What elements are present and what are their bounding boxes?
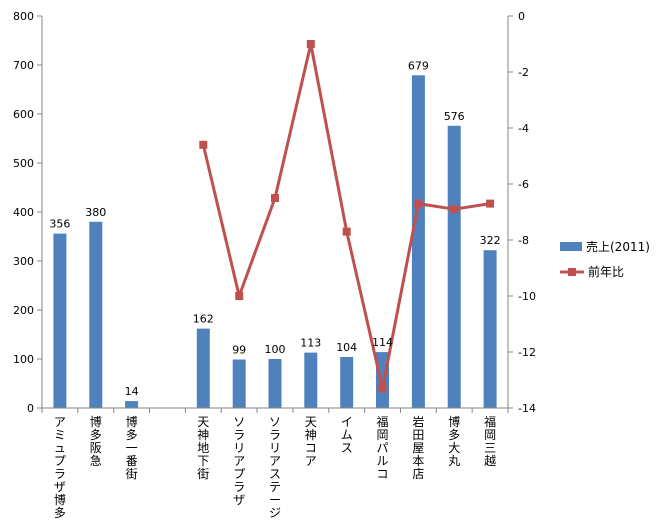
bar — [340, 357, 354, 408]
right-tick-label: -8 — [518, 234, 529, 247]
bar — [53, 233, 67, 408]
bar — [483, 250, 497, 408]
right-tick-label: -12 — [518, 346, 536, 359]
bar — [411, 75, 425, 409]
category-label: イムス — [341, 415, 353, 455]
data-label: 99 — [232, 344, 246, 357]
data-label: 114 — [372, 336, 393, 349]
line-point — [306, 40, 315, 48]
line-point — [271, 194, 279, 202]
category-label: アミュプラザ博多 — [54, 415, 66, 520]
data-label: 14 — [125, 385, 139, 398]
right-tick-label: -6 — [518, 178, 529, 191]
bar — [125, 401, 139, 408]
data-label: 322 — [480, 234, 501, 247]
right-tick-label: -14 — [518, 402, 536, 415]
line-point — [342, 227, 351, 236]
category-label: 天神地下街 — [197, 415, 209, 481]
bar — [304, 352, 318, 408]
data-label: 356 — [49, 218, 70, 231]
line-point — [414, 199, 423, 208]
axes-layer: 0 100 200 300 400 500 600 700 800 0 -2 -4 -6 -8 -10 -12… — [13, 10, 536, 520]
data-label: 100 — [265, 343, 286, 356]
bars-layer — [53, 75, 497, 409]
category-label: 福岡三越 — [484, 414, 496, 468]
category-label: ソラリアプラザ — [233, 415, 245, 507]
category-label: 博多大丸 — [448, 414, 460, 468]
left-tick-label: 100 — [13, 353, 34, 366]
category-label: 福岡パルコ — [377, 414, 389, 481]
right-tick-label: -2 — [518, 66, 529, 79]
legend-swatch-bar — [560, 242, 582, 251]
labels-layer: 356 380 14 162 99 100 113 104 114 679 576 322 — [49, 59, 500, 398]
left-tick-label: 300 — [13, 255, 34, 268]
left-tick-label: 700 — [13, 59, 34, 72]
right-tick-label: 0 — [518, 10, 525, 23]
line-point — [235, 292, 244, 300]
left-tick-label: 600 — [13, 108, 34, 121]
data-label: 104 — [336, 341, 357, 354]
category-label: ソラリアステージ — [269, 415, 281, 520]
line-point — [450, 205, 459, 214]
right-tick-label: -10 — [518, 290, 536, 303]
legend: 売上(2011) 前年比 — [560, 239, 650, 279]
bar — [196, 328, 210, 408]
bar — [232, 359, 246, 408]
category-label: 天神コア — [305, 415, 317, 468]
data-label: 113 — [300, 337, 321, 350]
data-label: 380 — [85, 206, 106, 219]
data-label: 679 — [408, 59, 429, 72]
left-tick-label: 500 — [13, 157, 34, 170]
legend-swatch-marker — [568, 268, 576, 276]
bar — [447, 125, 461, 409]
left-tick-label: 400 — [13, 206, 34, 219]
category-label: 岩田屋本店 — [412, 414, 424, 481]
right-tick-label: -4 — [518, 122, 529, 135]
left-tick-label: 800 — [13, 10, 34, 23]
bar — [268, 359, 282, 408]
bar — [89, 221, 103, 408]
category-label: 博多阪急 — [90, 414, 102, 468]
line-layer — [199, 40, 495, 393]
data-label: 162 — [193, 313, 214, 326]
legend-label-line: 前年比 — [588, 264, 624, 279]
data-label: 576 — [444, 110, 465, 123]
left-tick-label: 200 — [13, 304, 34, 317]
category-label: 博多一番街 — [126, 414, 138, 481]
line-series — [201, 42, 491, 390]
line-point — [378, 384, 387, 393]
line-point — [486, 199, 495, 208]
legend-label-bar: 売上(2011) — [586, 239, 650, 254]
left-tick-label: 0 — [27, 402, 34, 415]
line-point — [199, 140, 208, 149]
